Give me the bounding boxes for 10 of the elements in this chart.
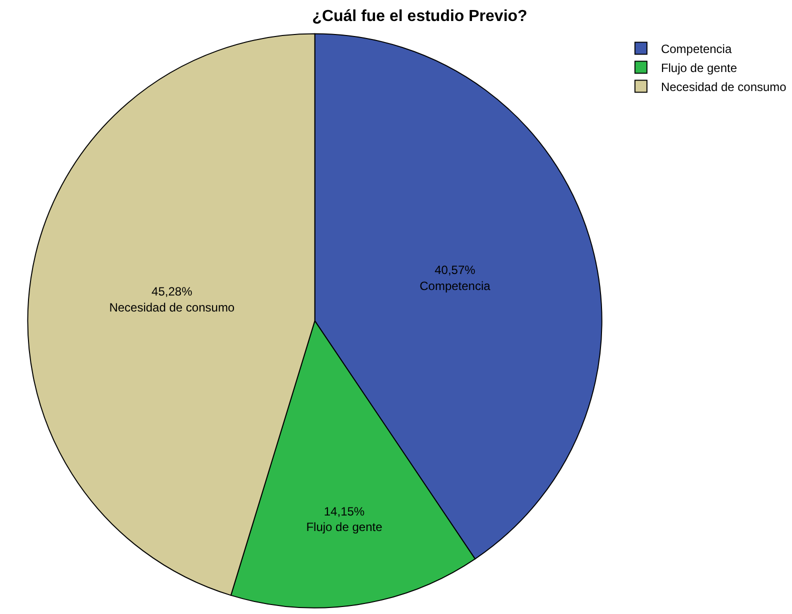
data-label: 45,28% <box>152 284 193 299</box>
data-label: 14,15% <box>324 504 365 519</box>
legend-label: Flujo de gente <box>660 60 738 75</box>
data-label: 40,57% <box>434 263 476 278</box>
legend-label: Competencia <box>660 42 732 56</box>
legend-label: Necesidad de consumo <box>660 80 787 94</box>
slice-label: Necesidad de consumo <box>109 300 235 314</box>
slice-label: Competencia <box>420 278 491 293</box>
chart-title: ¿Cuál fue el estudio Previo? <box>312 8 528 25</box>
slice-label: Flujo de gente <box>306 520 383 534</box>
